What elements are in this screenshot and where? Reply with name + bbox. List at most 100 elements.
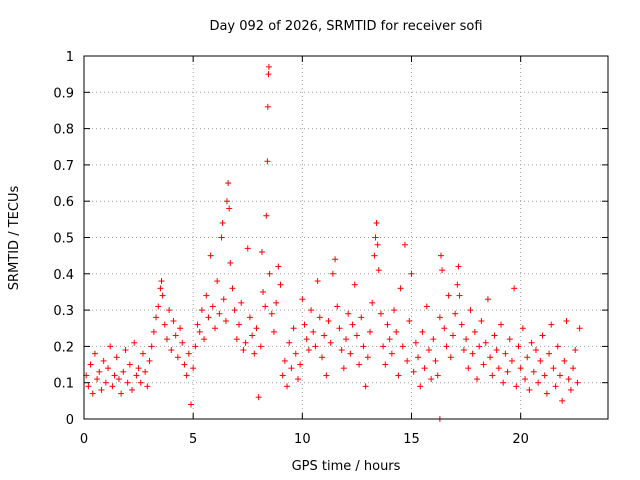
data-point: [388, 350, 395, 357]
data-point: [174, 354, 181, 361]
data-point: [506, 336, 513, 343]
data-point: [111, 372, 118, 379]
x-axis-label: GPS time / hours: [292, 459, 401, 474]
data-point: [120, 368, 127, 375]
data-point: [541, 372, 548, 379]
data-point: [94, 376, 101, 383]
y-tick-label: 1: [66, 50, 74, 65]
data-point: [113, 354, 120, 361]
data-point: [528, 339, 535, 346]
data-point: [559, 397, 566, 404]
data-point: [513, 383, 520, 390]
data-point: [552, 383, 559, 390]
data-point: [329, 270, 336, 277]
data-point: [460, 347, 467, 354]
data-point: [238, 299, 245, 306]
data-point: [198, 307, 205, 314]
data-point: [161, 321, 168, 328]
data-point: [449, 332, 456, 339]
data-point: [556, 372, 563, 379]
data-point: [137, 379, 144, 386]
data-point: [524, 354, 531, 361]
data-point: [150, 328, 157, 335]
y-tick-label: 0.2: [53, 340, 74, 355]
data-point: [375, 267, 382, 274]
data-point: [158, 278, 165, 285]
data-point: [100, 357, 107, 364]
data-point: [192, 343, 199, 350]
data-point: [441, 325, 448, 332]
data-point: [286, 339, 293, 346]
x-tick-label: 15: [403, 432, 420, 447]
data-point: [305, 347, 312, 354]
data-point: [362, 383, 369, 390]
data-point: [437, 252, 444, 259]
data-point: [131, 339, 138, 346]
data-point: [393, 328, 400, 335]
data-point: [395, 372, 402, 379]
data-point: [294, 376, 301, 383]
y-tick-label: 0.3: [53, 304, 74, 319]
data-point: [546, 350, 553, 357]
data-point: [415, 354, 422, 361]
data-point: [482, 339, 489, 346]
y-axis-label: SRMTID / TECUs: [7, 186, 22, 291]
data-point: [377, 310, 384, 317]
data-point: [561, 357, 568, 364]
data-point: [142, 368, 149, 375]
data-point: [260, 288, 267, 295]
data-point: [314, 278, 321, 285]
data-point: [244, 245, 251, 252]
data-point: [439, 267, 446, 274]
data-point: [369, 299, 376, 306]
data-point: [240, 347, 247, 354]
y-tick-label: 0.6: [53, 195, 74, 210]
data-point: [277, 281, 284, 288]
data-point: [124, 379, 131, 386]
data-point: [273, 299, 280, 306]
data-point: [321, 332, 328, 339]
data-point: [399, 343, 406, 350]
data-point: [299, 296, 306, 303]
data-point: [308, 307, 315, 314]
data-point: [336, 325, 343, 332]
data-point: [325, 317, 332, 324]
data-point: [292, 350, 299, 357]
data-point: [201, 336, 208, 343]
data-point: [148, 343, 155, 350]
data-point: [493, 347, 500, 354]
chart-title: Day 092 of 2026, SRMTID for receiver sof…: [209, 19, 482, 34]
data-point: [323, 372, 330, 379]
data-point: [262, 303, 269, 310]
data-point: [218, 234, 225, 241]
data-point: [91, 350, 98, 357]
data-point: [212, 325, 218, 332]
data-point: [146, 357, 153, 364]
data-point: [550, 365, 557, 372]
data-point: [249, 332, 256, 339]
data-point: [537, 357, 544, 364]
data-point: [535, 379, 542, 386]
data-point: [224, 198, 231, 205]
data-point: [264, 103, 271, 110]
data-point: [576, 325, 583, 332]
data-point: [356, 361, 363, 368]
data-point: [471, 328, 478, 335]
data-point: [258, 249, 265, 256]
data-point: [522, 376, 529, 383]
data-point: [360, 343, 367, 350]
data-point: [179, 339, 186, 346]
data-point: [373, 219, 380, 226]
data-point: [87, 361, 94, 368]
data-point: [196, 328, 203, 335]
data-point: [187, 401, 194, 408]
data-point: [351, 281, 358, 288]
data-point: [166, 307, 173, 314]
data-point: [242, 339, 249, 346]
data-point: [115, 376, 122, 383]
data-point: [384, 321, 391, 328]
data-point: [563, 317, 570, 324]
data-point: [265, 71, 272, 78]
data-point: [318, 354, 325, 361]
data-point: [219, 219, 226, 226]
